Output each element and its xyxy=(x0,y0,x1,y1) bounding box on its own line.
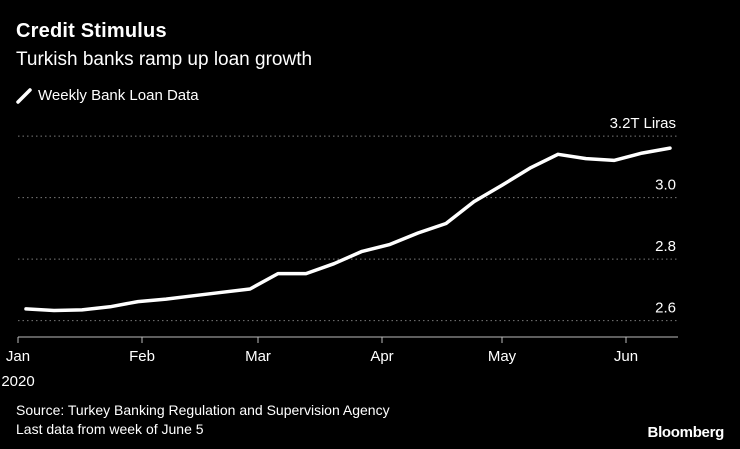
legend-line-icon xyxy=(16,87,32,104)
x-tick-label: Mar xyxy=(245,348,271,365)
chart-title: Credit Stimulus xyxy=(16,20,167,42)
x-tick-label: Jun xyxy=(614,348,638,365)
x-tick-label: Apr xyxy=(370,348,393,365)
x-tick-label: Jan xyxy=(6,348,30,365)
source-line: Source: Turkey Banking Regulation and Su… xyxy=(16,402,390,418)
series-line xyxy=(24,146,672,313)
legend-label: Weekly Bank Loan Data xyxy=(38,87,199,104)
x-tick-year-label: 2020 xyxy=(1,373,34,390)
y-tick-label: 3.2T Liras xyxy=(610,115,676,132)
chart-subtitle: Turkish banks ramp up loan growth xyxy=(16,49,313,70)
last-data-note: Last data from week of June 5 xyxy=(16,421,204,437)
bloomberg-logo: Bloomberg xyxy=(647,424,725,441)
x-tick-label: Feb xyxy=(129,348,155,365)
x-tick-label: May xyxy=(488,348,517,365)
y-tick-label: 3.0 xyxy=(655,177,676,194)
chart-legend: Weekly Bank Loan Data xyxy=(16,87,199,104)
y-tick-label: 2.8 xyxy=(655,238,676,255)
source-note: Source: Turkey Banking Regulation and Su… xyxy=(16,401,390,439)
y-tick-label: 2.6 xyxy=(655,300,676,317)
